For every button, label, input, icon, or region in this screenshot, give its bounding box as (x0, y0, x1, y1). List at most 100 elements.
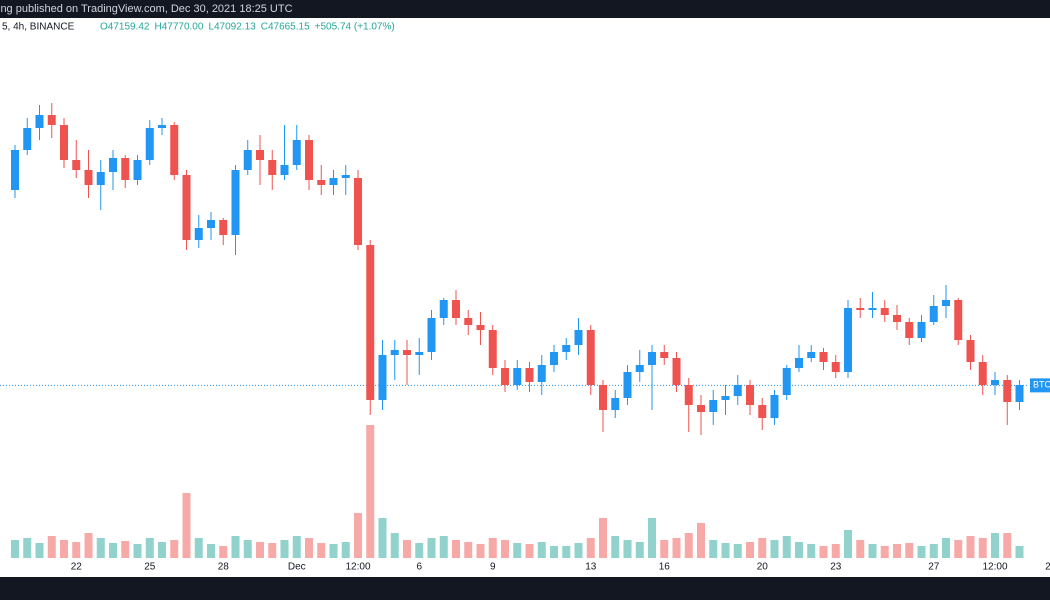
candle-body (501, 368, 509, 385)
volume-bar (145, 538, 154, 558)
volume-bar (219, 546, 228, 558)
candle-body (305, 140, 313, 180)
volume-bar (60, 540, 68, 558)
volume-bar (415, 543, 424, 558)
ohlc-value: +505.74 (+1.07%) (315, 22, 395, 33)
volume-bar (623, 540, 632, 558)
volume-bar (660, 540, 669, 558)
candle-body (329, 178, 338, 185)
candle-body (170, 125, 179, 175)
candle-body (84, 170, 93, 185)
volume-bar (354, 513, 362, 558)
ohlc-value: L47092.13 (208, 22, 256, 33)
candle-body (795, 358, 803, 368)
volume-bar (758, 538, 767, 558)
volume-bar (709, 540, 718, 558)
volume-bar (390, 533, 399, 558)
x-tick-label: 6 (416, 562, 422, 573)
candle-body (354, 178, 362, 245)
candle-body (366, 245, 375, 400)
volume-bar (84, 533, 93, 558)
candle-body (488, 330, 497, 368)
volume-bar (697, 523, 705, 558)
volume-bar (305, 538, 313, 558)
volume-bar (11, 540, 19, 558)
volume-bar (207, 544, 215, 558)
candle-body (145, 128, 154, 160)
volume-bar (329, 544, 338, 558)
volume-bar (905, 543, 914, 558)
candle-body (648, 352, 656, 365)
candle-body (133, 160, 142, 180)
volume-bar (280, 540, 289, 558)
candle-body (880, 308, 889, 315)
volume-bar (562, 546, 571, 558)
candle-body (819, 352, 828, 362)
volume-bar (550, 546, 558, 558)
volume-bar (341, 542, 350, 558)
volume-bar (844, 530, 852, 558)
publish-info: ing published on TradingView.com, Dec 30… (0, 3, 293, 15)
volume-bar (574, 543, 583, 558)
volume-bar (182, 493, 191, 558)
candle-body (942, 300, 950, 306)
volume-bar (158, 542, 166, 558)
candle-body (378, 355, 387, 400)
x-tick-label: 22 (71, 562, 83, 573)
candle-body (684, 385, 693, 405)
candle-body (586, 330, 595, 385)
volume-bar (819, 546, 828, 558)
candle-body (60, 125, 68, 160)
candle-body (537, 365, 546, 382)
candle-body (415, 352, 424, 355)
x-tick-label: 25 (144, 562, 156, 573)
volume-bar (929, 544, 938, 558)
candle-body (182, 175, 191, 240)
candle-body (709, 400, 718, 412)
candle-body (635, 365, 644, 372)
symbol-info: 5, 4h, BINANCE (2, 22, 75, 33)
volume-bar (942, 538, 950, 558)
candle-body (733, 385, 742, 396)
candle-body (72, 160, 81, 170)
candle-body (929, 306, 938, 322)
volume-bar (537, 542, 546, 558)
candle-body (1015, 385, 1024, 402)
volume-bar (684, 533, 693, 558)
candle-body (623, 372, 632, 398)
x-tick-label: 28 (218, 562, 230, 573)
candle-body (317, 180, 326, 185)
volume-bar (978, 538, 987, 558)
volume-bar (47, 536, 56, 558)
x-tick-label: 23 (830, 562, 842, 573)
candle-body (464, 318, 473, 325)
volume-bar (856, 540, 865, 558)
volume-bar (746, 542, 754, 558)
candle-body (280, 165, 289, 175)
ohlc-value: H47770.00 (155, 22, 204, 33)
candle-body (96, 172, 105, 185)
volume-bar (96, 538, 105, 558)
ohlc-value: O47159.42 (100, 22, 150, 33)
x-tick-label: Dec (288, 562, 306, 573)
candle-body (758, 405, 767, 418)
candle-body (194, 228, 203, 240)
volume-bar (1003, 533, 1012, 558)
candle-body (158, 125, 166, 128)
price-tag-box (1030, 378, 1050, 393)
volume-bar (868, 544, 877, 558)
volume-bar (452, 540, 460, 558)
volume-bar (194, 538, 203, 558)
candle-body (1003, 380, 1012, 402)
candle-body (256, 150, 264, 160)
volume-bar (721, 543, 730, 558)
candle-body (782, 368, 791, 395)
candle-body (697, 405, 705, 412)
candle-body (476, 325, 485, 330)
volume-bar (954, 540, 963, 558)
volume-bar (109, 543, 117, 558)
candle-body (207, 220, 215, 228)
candle-body (452, 300, 460, 318)
candle-body (35, 115, 44, 128)
volume-bar (476, 544, 485, 558)
